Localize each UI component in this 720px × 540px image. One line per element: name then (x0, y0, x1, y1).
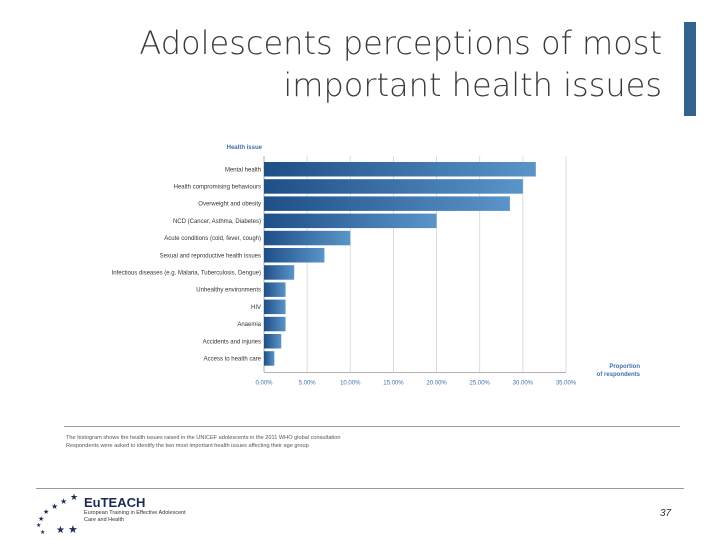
x-tick-label: 30.00% (513, 380, 534, 386)
star-icon: ★ (36, 522, 42, 529)
x-tick-label: 0.00% (255, 380, 273, 386)
star-icon: ★ (40, 529, 46, 536)
star-icon: ★ (60, 497, 68, 506)
star-icon: ★ (68, 523, 78, 536)
star-icon: ★ (70, 493, 79, 503)
chart-footnote: The histogram shows the health issues ra… (66, 434, 666, 450)
bar (264, 299, 286, 315)
star-icon: ★ (51, 502, 59, 511)
bar (264, 316, 286, 332)
bar (264, 351, 275, 366)
logo-name: EuTEACH (84, 495, 146, 510)
page-number: 37 (660, 508, 672, 519)
x-axis-title-line-1: Proportion (609, 364, 640, 370)
category-label: Unhealthy environments (196, 288, 261, 294)
category-label: Infectious diseases (e.g. Malaria, Tuber… (112, 270, 261, 276)
logo-subtitle-line-1: European Training in Effective Adolescen… (84, 510, 186, 516)
bar (264, 196, 510, 211)
category-label: Anaemia (237, 322, 261, 328)
category-label: NCD (Cancer, Asthma, Diabetes) (173, 219, 261, 225)
footnote-divider (64, 426, 680, 427)
category-label: Health compromising behaviours (174, 184, 261, 190)
category-label: Accidents and injuries (203, 339, 261, 345)
bar (264, 334, 282, 349)
category-label: Sexual and reproductive health issues (160, 253, 261, 259)
x-tick-label: 15.00% (383, 380, 404, 386)
category-label: HIV (251, 305, 261, 311)
footnote-line-1: The histogram shows the health issues ra… (66, 435, 341, 441)
bar-chart: Mental health Health compromising behavio… (112, 145, 641, 386)
bar (264, 265, 295, 280)
bar (264, 179, 523, 194)
x-tick-label: 10.00% (340, 380, 361, 386)
category-label: Acute conditions (cold, fever, cough) (164, 236, 261, 242)
x-axis-title-line-2: of respondents (597, 372, 641, 378)
y-axis-title: Health issue (227, 145, 263, 151)
bar (264, 213, 437, 229)
category-label: Mental health (225, 167, 261, 173)
x-tick-label: 25.00% (470, 380, 491, 386)
eutaech-logo: ★ ★ ★ ★ ★ ★ ★ ★ ★ EuTEACH European Training in E… (34, 492, 194, 538)
logo-subtitle: European Training in Effective Adolescen… (84, 510, 199, 524)
star-icon: ★ (38, 515, 45, 523)
accent-bar (684, 22, 696, 116)
star-icon: ★ (56, 525, 65, 536)
x-tick-label: 5.00% (299, 380, 317, 386)
category-label: Access to health care (204, 356, 262, 362)
x-tick-label: 35.00% (556, 380, 577, 386)
bar (264, 248, 325, 263)
footnote-line-2: Respondents were asked to identify the t… (66, 443, 309, 449)
bar (264, 282, 286, 297)
bar (264, 230, 351, 246)
footer-divider (36, 488, 684, 489)
title-line-1: Adolescents perceptions of most (139, 24, 662, 62)
logo-subtitle-line-2: Care and Health (84, 517, 125, 523)
bar (264, 162, 536, 177)
x-tick-label: 20.00% (426, 380, 447, 386)
logo-stars-icon: ★ ★ ★ ★ ★ ★ ★ ★ ★ (34, 492, 84, 538)
star-icon: ★ (43, 508, 50, 516)
title-line-2: important health issues (283, 66, 662, 104)
slide-title: Adolescents perceptions of most importan… (62, 22, 662, 106)
category-label: Overweight and obesity (198, 202, 261, 208)
